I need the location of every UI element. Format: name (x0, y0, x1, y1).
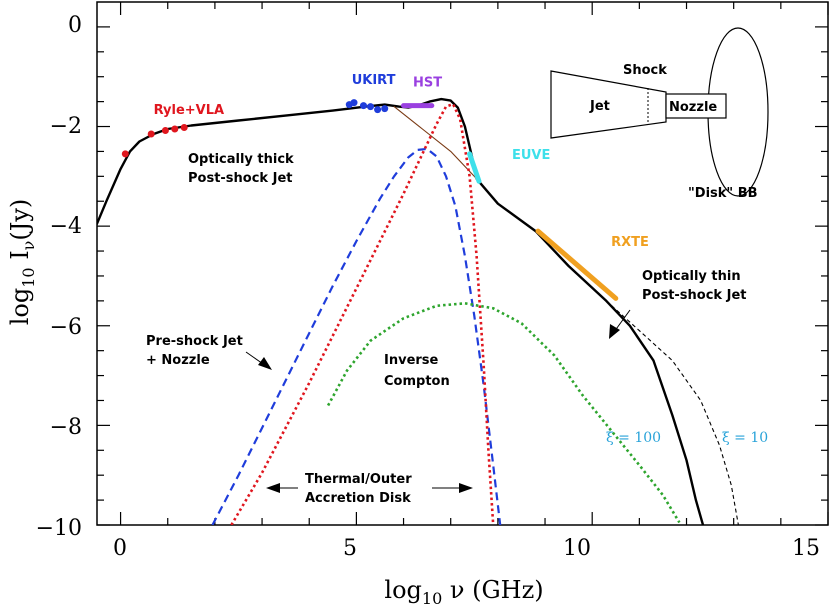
data-point-ryle-vla-0 (121, 150, 129, 158)
y-tick-label-m2: −2 (50, 114, 82, 139)
label-ic-line1: Inverse (384, 353, 439, 368)
label-hst: HST (413, 76, 442, 91)
y-tick-label-m10: −10 (36, 516, 82, 541)
arrow-disk-left (266, 483, 298, 493)
label-thick-line2: Post-shock Jet (188, 171, 292, 186)
series-line-pre-shock-jet-nozzle (211, 147, 502, 525)
data-point-ryle-vla-2 (161, 127, 169, 134)
jet-cone (550, 70, 667, 139)
series-line-inverse-compton (326, 301, 681, 524)
nozzle-box (665, 93, 727, 119)
inset-shock-label: Shock (623, 63, 667, 78)
y-axis-title-var-sub: ν (19, 241, 38, 251)
data-point-ryle-vla-1 (147, 130, 155, 138)
label-xi-10: ξ = 10 (722, 430, 768, 446)
x-axis-title-var: ν (GHz) (442, 576, 543, 604)
y-axis-title: log10 Iν(Jy) (6, 199, 38, 326)
inset-nozzle-label: Nozzle (669, 100, 717, 115)
label-preshock-line2: + Nozzle (146, 353, 210, 368)
series-line-rxte (535, 228, 619, 301)
y-tick-label-m4: −4 (50, 214, 82, 239)
label-ic-line2: Compton (384, 374, 450, 389)
data-point-ryle-vla-3 (171, 125, 179, 133)
label-ukirt: UKIRT (352, 73, 396, 88)
label-thin-line2: Post-shock Jet (642, 288, 746, 303)
x-tick-label-10: 10 (563, 536, 591, 561)
data-point-ukirt-1 (350, 99, 358, 107)
label-xi-100: ξ = 100 (606, 430, 661, 446)
plot-frame (96, 1, 829, 526)
data-point-ryle-vla-4 (180, 124, 188, 131)
y-tick-label-0: 0 (68, 13, 82, 38)
y-axis-title-tail: (Jy) (6, 199, 34, 241)
inset-disk-label: "Disk" BB (688, 186, 758, 201)
arrow-thin (609, 309, 631, 339)
axis-ticks (97, 2, 829, 526)
y-axis-title-var: I (6, 250, 34, 267)
y-axis-title-sub: 10 (19, 267, 38, 287)
series-line-optically-thin-extension (393, 106, 478, 180)
data-point-ukirt-5 (381, 105, 389, 113)
series-line-euve (467, 151, 482, 184)
label-thin-line1: Optically thin (642, 269, 741, 284)
data-point-ukirt-3 (367, 103, 374, 111)
arrow-preshock (245, 351, 272, 370)
series-line-total-model (97, 97, 705, 525)
x-axis-title: log10 ν (GHz) (384, 576, 543, 608)
label-rxte: RXTE (611, 235, 649, 250)
x-tick-label-0: 0 (113, 536, 127, 561)
x-tick-label-5: 5 (343, 536, 357, 561)
arrow-disk-right (432, 483, 473, 493)
jet-schematic-inset: Shock Jet Nozzle "Disk" BB (550, 27, 769, 201)
label-preshock-line1: Pre-shock Jet (146, 334, 243, 349)
y-axis-title-main: log (6, 288, 34, 326)
inset-jet-label: Jet (589, 99, 610, 114)
scatter-layer (121, 99, 389, 158)
series-layer (97, 97, 739, 525)
data-point-ukirt-4 (374, 106, 382, 114)
y-tick-label-m6: −6 (50, 315, 82, 340)
label-thick-line1: Optically thick (188, 152, 294, 167)
x-axis-title-sub: 10 (422, 589, 442, 608)
label-disk-line2: Accretion Disk (305, 491, 411, 506)
series-line-optically-thin-post-shock-jet-xi-10 (605, 300, 739, 525)
x-axis-title-main: log (384, 576, 422, 604)
y-tick-label-m8: −8 (50, 415, 82, 440)
label-euve: EUVE (512, 148, 550, 163)
series-line-thermal-outer-accretion-disk (230, 102, 495, 525)
label-disk-line1: Thermal/Outer (305, 472, 412, 487)
data-point-ukirt-2 (360, 102, 367, 110)
label-ryle-vla: Ryle+VLA (154, 103, 224, 118)
x-tick-label-15: 15 (792, 536, 820, 561)
